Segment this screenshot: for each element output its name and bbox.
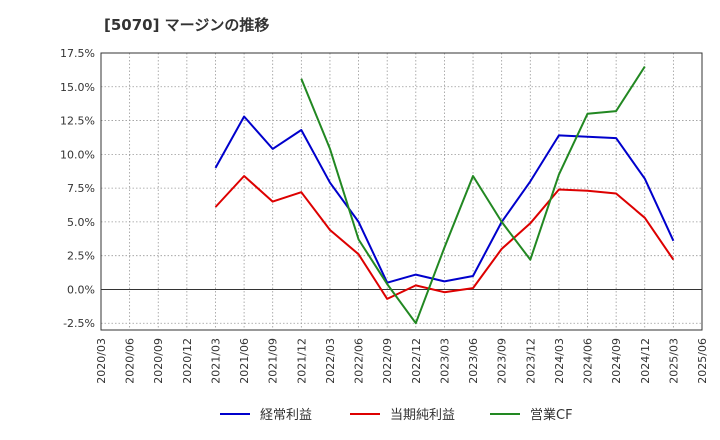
series-line [214,175,675,300]
legend-item: 当期純利益 [350,404,455,423]
x-tick-label: 2021/03 [209,338,222,384]
chart-title: [5070] マージンの推移 [104,16,270,34]
legend-swatch [490,412,520,415]
x-tick-label: 2023/12 [524,338,537,384]
x-tick-label: 2023/09 [496,338,509,384]
x-tick-label: 2023/06 [467,338,480,384]
legend-swatch [220,412,250,415]
series-line [300,65,646,325]
x-tick-label: 2022/12 [410,338,423,384]
grid [100,52,703,330]
x-tick-label: 2021/06 [238,338,251,384]
x-tick-label: 2023/03 [438,338,451,384]
legend: 経常利益 当期純利益 営業CF [0,404,720,428]
x-tick-label: 2022/09 [381,338,394,384]
x-tick-label: 2024/12 [639,338,652,384]
x-tick-labels: 2020/03 2020/06 2020/09 2020/12 2021/03 2021/… [95,338,709,384]
x-tick-label: 2025/06 [696,338,709,384]
y-tick-label: 10.0% [60,148,95,161]
x-tick-label: 2025/03 [667,338,680,384]
legend-item: 営業CF [490,404,573,423]
series-layer [214,65,675,325]
y-tick-label: 17.5% [60,47,95,60]
x-tick-label: 2020/06 [124,338,137,384]
x-tick-label: 2021/12 [295,338,308,384]
series-line [214,115,675,284]
x-tick-label: 2020/03 [95,338,108,384]
y-tick-label: 12.5% [60,115,95,128]
x-tick-label: 2024/03 [553,338,566,384]
x-tick-label: 2022/03 [324,338,337,384]
legend-label: 経常利益 [260,408,313,423]
x-tick-label: 2020/12 [181,338,194,384]
legend-label: 営業CF [530,408,573,423]
x-tick-label: 2024/09 [610,338,623,384]
y-tick-label: 15.0% [60,81,95,94]
y-tick-labels: 17.5% 15.0% 12.5% 10.0% 7.5% 5.0% 2.5% 0.0% -2.5… [60,47,95,330]
y-tick-label: 5.0% [67,216,95,229]
x-tick-label: 2022/06 [353,338,366,384]
y-tick-label: 0.0% [67,283,95,296]
legend-label: 当期純利益 [390,408,456,423]
legend-swatch [350,412,380,415]
line-chart: 17.5% 15.0% 12.5% 10.0% 7.5% 5.0% 2.5% 0.0% -2.5… [60,47,709,384]
x-tick-label: 2024/06 [582,338,595,384]
x-tick-label: 2021/09 [267,338,280,384]
y-tick-label: -2.5% [63,317,95,330]
legend-item: 経常利益 [220,404,312,423]
plot-frame [100,52,703,331]
y-tick-label: 7.5% [67,182,95,195]
y-tick-label: 2.5% [67,250,95,263]
x-tick-label: 2020/09 [152,338,165,384]
